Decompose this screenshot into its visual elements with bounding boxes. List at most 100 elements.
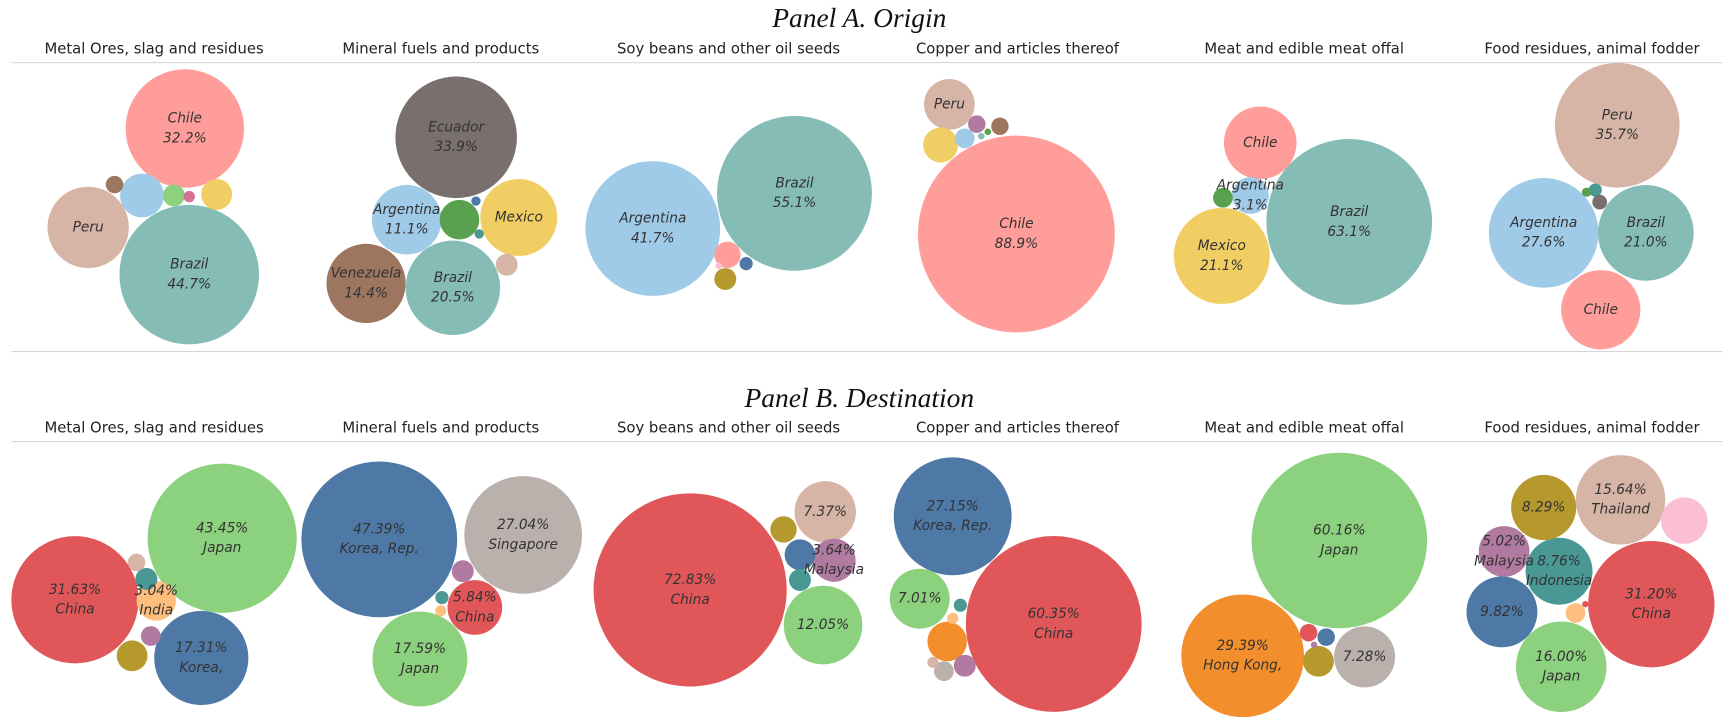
- bubble-label: Peru: [934, 96, 965, 112]
- value-label: 27.6%: [1522, 235, 1566, 251]
- value-label: 88.9%: [995, 236, 1039, 252]
- bubble: [447, 580, 503, 635]
- bubble: [1511, 474, 1577, 541]
- bubble: [135, 567, 158, 590]
- bubble: [784, 539, 816, 571]
- chart-title: Mineral fuels and products: [342, 419, 539, 436]
- bubble: [480, 179, 558, 256]
- chart-title: Soy beans and other oil seeds: [617, 40, 840, 57]
- bubble-label: Mexico: [1198, 238, 1246, 254]
- bubble: [147, 463, 297, 613]
- bubble-label: Singapore: [488, 537, 558, 553]
- value-label: 11.1%: [385, 222, 429, 238]
- value-label: 32.2%: [163, 130, 207, 146]
- bubble-label: Thailand: [1591, 502, 1650, 518]
- chart-title: Food residues, animal fodder: [1484, 40, 1700, 57]
- bubble: [991, 117, 1009, 136]
- bubble: [968, 115, 986, 133]
- value-label: 21.0%: [1624, 235, 1668, 251]
- chart-title: Copper and articles thereof: [916, 40, 1120, 57]
- value-label: 15.64%: [1594, 482, 1646, 498]
- bubble: [451, 560, 474, 583]
- bubble-label: Peru: [73, 219, 104, 235]
- bubble: [927, 621, 967, 662]
- bubble-label: Hong Kong,: [1203, 658, 1282, 674]
- bubble: [1181, 594, 1305, 718]
- bubble: [984, 128, 992, 136]
- bubble: [1334, 626, 1396, 688]
- value-label: 14.4%: [344, 285, 388, 301]
- bubble: [770, 516, 797, 543]
- bubble: [105, 175, 124, 194]
- value-label: 17.59%: [394, 641, 446, 657]
- bubble-label: Malaysia: [1474, 553, 1534, 569]
- value-label: 35.7%: [1595, 127, 1639, 143]
- bubble-label: China: [1632, 606, 1671, 622]
- bubble: [1581, 187, 1592, 197]
- bubble: [1588, 183, 1602, 197]
- bubble: [116, 640, 148, 672]
- value-label: 47.39%: [353, 521, 405, 537]
- bubble-label: Korea,: [179, 660, 223, 676]
- bubble: [789, 569, 811, 591]
- bubble: [435, 590, 449, 605]
- chart-title: Meat and edible meat offal: [1204, 40, 1404, 57]
- value-label: 7.01%: [898, 591, 942, 607]
- bubble: [1266, 138, 1433, 305]
- value-label: 33.9%: [434, 139, 478, 155]
- bubble: [1488, 178, 1599, 288]
- bubble: [953, 598, 967, 612]
- bubble: [1223, 106, 1297, 180]
- value-label: 21.1%: [1200, 258, 1244, 274]
- bubble: [1478, 526, 1530, 577]
- bubble: [435, 605, 447, 617]
- bubble-label: Argentina: [372, 202, 440, 218]
- bubble: [1466, 576, 1538, 648]
- bubble: [977, 132, 985, 140]
- value-label: 20.5%: [431, 290, 475, 306]
- bubble: [593, 493, 787, 687]
- bubble-label: Argentina: [1509, 215, 1577, 231]
- bubble: [301, 461, 458, 618]
- bubble-label: Ecuador: [428, 119, 485, 135]
- panel-title: Panel B. Destination: [744, 383, 975, 413]
- bubble-label: Chile: [999, 216, 1033, 232]
- chart-title: Metal Ores, slag and residues: [44, 40, 263, 57]
- value-label: 5.84%: [453, 590, 497, 606]
- bubble: [954, 128, 975, 149]
- panel-title: Panel A. Origin: [771, 3, 946, 33]
- value-label: 8.76%: [1537, 553, 1581, 569]
- bubble-label: Argentina: [1216, 178, 1284, 194]
- bubble: [1299, 623, 1318, 642]
- bubble-label: Brazil: [170, 257, 208, 273]
- bubble: [739, 257, 753, 271]
- value-label: 43.45%: [196, 520, 248, 536]
- value-label: 3.04%: [134, 583, 178, 599]
- bubble: [162, 184, 185, 207]
- bubble: [201, 178, 233, 210]
- bubble: [1561, 270, 1641, 350]
- value-label: 8.29%: [1522, 499, 1566, 515]
- bubble: [1251, 452, 1428, 629]
- bubble: [714, 241, 741, 269]
- value-label: 17.31%: [175, 640, 227, 656]
- value-label: 41.7%: [631, 230, 675, 246]
- bubble: [1303, 645, 1334, 677]
- bubble-label: Brazil: [775, 175, 813, 191]
- bubble: [1582, 600, 1589, 608]
- bubble: [439, 199, 480, 240]
- bubble-label: Korea, Rep.: [913, 518, 992, 534]
- bubble: [11, 536, 139, 664]
- bubble: [893, 457, 1012, 576]
- bubble: [125, 69, 245, 188]
- bubble-label: Japan: [1539, 669, 1580, 685]
- bubble: [47, 186, 129, 269]
- bubble-label: Argentina: [618, 211, 686, 227]
- value-label: 27.04%: [497, 517, 549, 533]
- bubble: [1317, 628, 1335, 646]
- bubble: [464, 476, 583, 594]
- bubble: [1515, 621, 1607, 713]
- bubble: [495, 253, 518, 276]
- bubble-label: Indonesia: [1526, 573, 1592, 589]
